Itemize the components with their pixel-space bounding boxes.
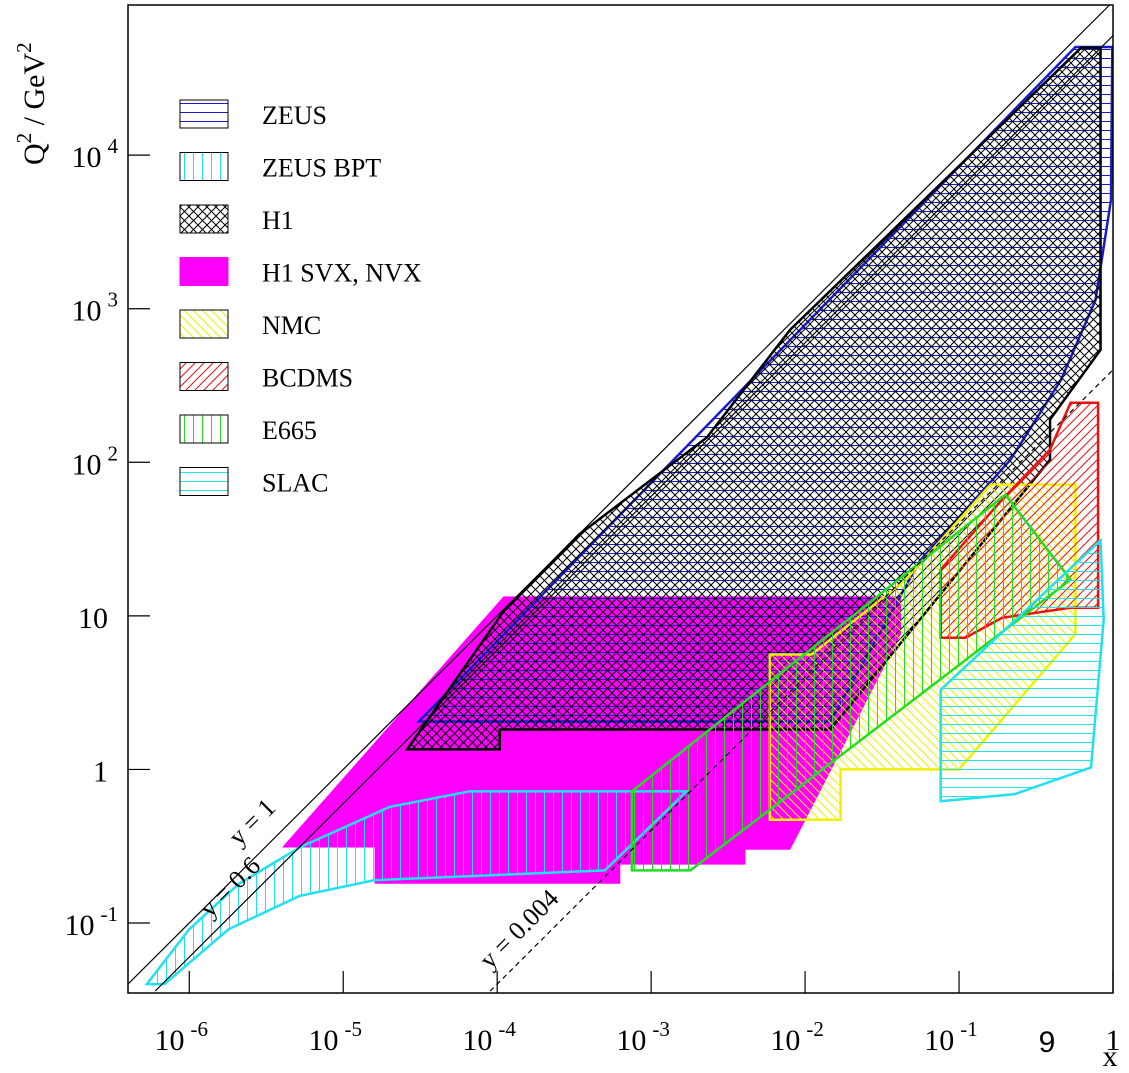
- legend-swatch: [179, 204, 229, 234]
- tick-label: 10 -4: [462, 1017, 516, 1057]
- regions: [144, 45, 1113, 986]
- legend-label: ZEUS BPT: [262, 154, 381, 183]
- legend-swatch: [179, 257, 229, 286]
- x-axis-title: x: [1103, 1040, 1118, 1073]
- tick-base: 10: [72, 295, 102, 328]
- tick-exponent: 2: [108, 441, 119, 465]
- title-text: / GeV: [18, 53, 51, 133]
- annotation: 9: [1039, 1026, 1056, 1059]
- legend-label: SLAC: [262, 469, 328, 498]
- tick-base: 10: [462, 1024, 492, 1057]
- tick-label: 10 -6: [155, 1017, 209, 1057]
- tick-label: 10 4: [72, 134, 119, 174]
- legend-label: H1 SVX, NVX: [262, 259, 422, 288]
- line-label: y = 0.004: [474, 884, 565, 975]
- tick-base: 10: [924, 1024, 954, 1057]
- tick-exponent: -1: [101, 902, 119, 926]
- tick-exponent: -2: [806, 1017, 824, 1041]
- tick-base: 10: [770, 1024, 800, 1057]
- tick-label: 10 -1: [65, 902, 119, 942]
- plot-frame: [127, 4, 1114, 994]
- tick-exponent: -5: [344, 1017, 362, 1041]
- legend-swatch: [179, 99, 229, 129]
- kinematic-line: [154, 35, 1113, 992]
- tick-base: 10: [72, 448, 102, 481]
- legend-swatch: [179, 309, 229, 339]
- tick-base: 10: [616, 1024, 646, 1057]
- tick-label: 10 2: [72, 441, 119, 481]
- legend-label: ZEUS: [262, 101, 327, 130]
- line-label: y = 1: [223, 793, 281, 851]
- tick-exponent: -1: [960, 1017, 978, 1041]
- tick-label: 10 -2: [770, 1017, 824, 1057]
- tick-base: 10: [72, 141, 102, 174]
- region: [630, 492, 1073, 872]
- tick-label: 10 -5: [308, 1017, 362, 1057]
- tick-label: 1: [1106, 1024, 1121, 1057]
- tick-label: 1: [93, 755, 108, 788]
- legend-swatch: [179, 414, 229, 444]
- y-axis-title: Q2 / GeV2: [12, 42, 51, 165]
- legend-swatch: [179, 467, 229, 496]
- tick-base: 10: [155, 1024, 185, 1057]
- title-exponent: 2: [12, 133, 36, 144]
- tick-base: 10: [65, 909, 95, 942]
- tick-label: 10: [78, 602, 108, 635]
- legend-label: E665: [262, 416, 317, 445]
- tick-exponent: -4: [498, 1017, 516, 1041]
- title-exponent: 2: [12, 42, 36, 53]
- legend-swatch: [179, 152, 229, 181]
- legend-label: NMC: [262, 311, 321, 340]
- legend-label: BCDMS: [262, 364, 353, 393]
- title-text: Q: [18, 143, 51, 165]
- tick-exponent: -3: [652, 1017, 670, 1041]
- kinematic-line: [489, 369, 1113, 992]
- tick-exponent: -6: [191, 1017, 209, 1041]
- legend-swatch: [179, 362, 229, 391]
- tick-exponent: 4: [108, 134, 119, 158]
- overlay: [128, 5, 1113, 992]
- tick-label: 10 3: [72, 288, 119, 328]
- tick-label: 10 -3: [616, 1017, 670, 1057]
- tick-label: 10 -1: [924, 1017, 978, 1057]
- kinematic-line: [128, 5, 1110, 985]
- region: [939, 537, 1105, 803]
- tick-exponent: 3: [108, 288, 119, 312]
- legend-label: H1: [262, 206, 294, 235]
- tick-base: 10: [308, 1024, 338, 1057]
